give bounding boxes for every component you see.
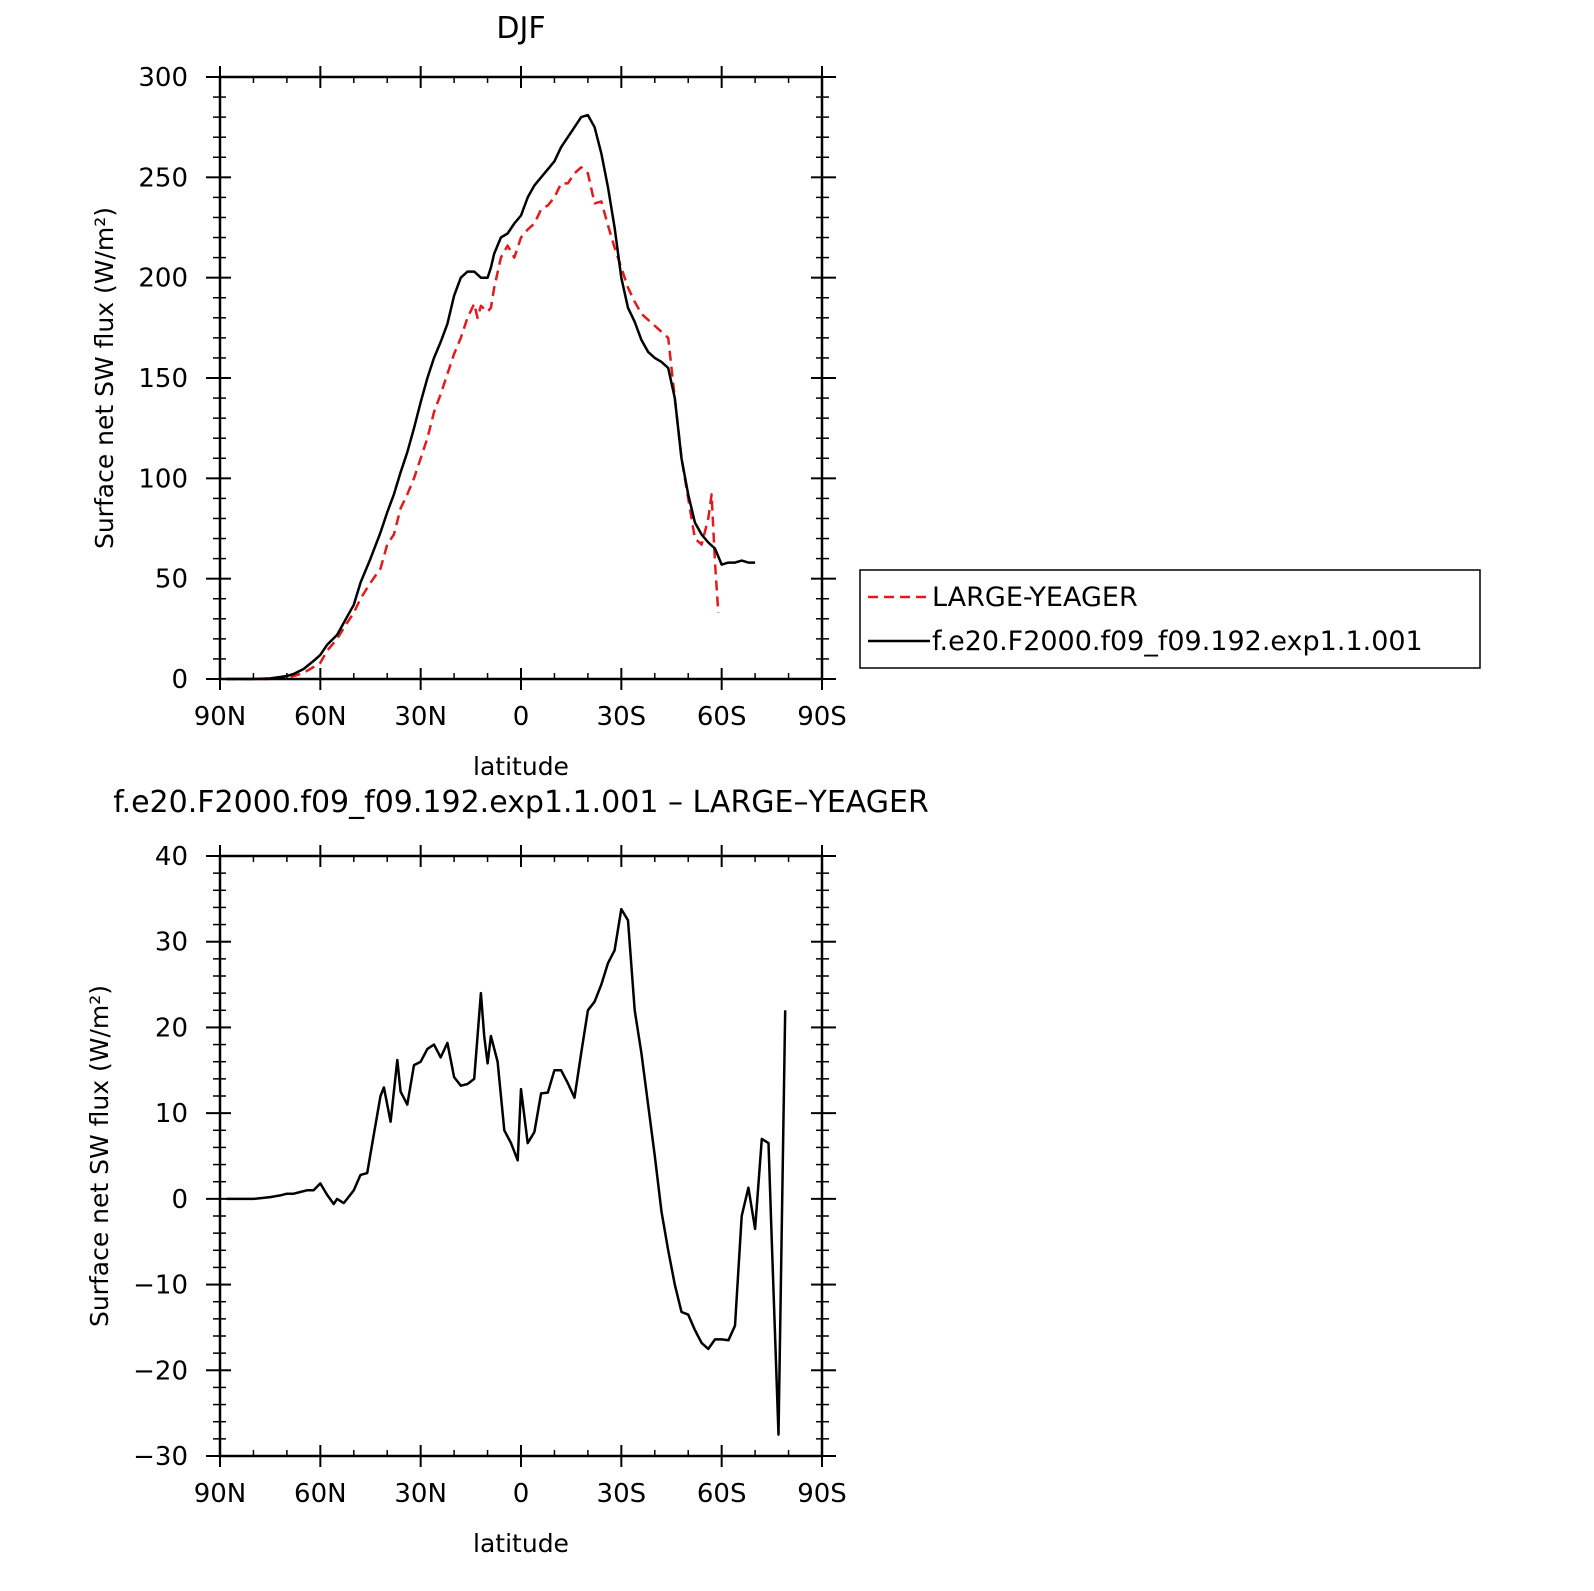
- top-x-tick-label: 60N: [294, 702, 347, 732]
- top-x-tick-label: 90S: [797, 702, 847, 732]
- top-y-tick-label: 100: [138, 464, 188, 494]
- bottom-chart-title: f.e20.F2000.f09_f09.192.exp1.1.001 – LAR…: [113, 785, 929, 820]
- bottom-x-tick-label: 60S: [697, 1479, 747, 1509]
- bottom-chart: f.e20.F2000.f09_f09.192.exp1.1.001 – LAR…: [85, 785, 929, 1558]
- bottom-y-tick-label: −10: [133, 1271, 188, 1301]
- top-chart-y-axis-label: Surface net SW flux (W/m²): [90, 207, 119, 549]
- bottom-x-tick-label: 90N: [194, 1479, 247, 1509]
- top-x-tick-label: 30N: [394, 702, 447, 732]
- bottom-y-tick-label: 10: [155, 1099, 188, 1129]
- top-x-tick-label: 30S: [597, 702, 647, 732]
- legend-label-f-e20: f.e20.F2000.f09_f09.192.exp1.1.001: [932, 626, 1423, 657]
- bottom-y-tick-label: −20: [133, 1356, 188, 1386]
- bottom-y-tick-label: 20: [155, 1013, 188, 1043]
- bottom-y-tick-label: 30: [155, 928, 188, 958]
- bottom-chart-x-axis-label: latitude: [473, 1529, 569, 1558]
- legend: LARGE-YEAGER f.e20.F2000.f09_f09.192.exp…: [859, 569, 1481, 669]
- top-x-tick-label: 0: [513, 702, 530, 732]
- top-y-tick-label: 200: [138, 264, 188, 294]
- top-chart-series-lines: [226, 113, 756, 681]
- top-y-tick-label: 50: [155, 565, 188, 595]
- bottom-chart-y-axis-label: Surface net SW flux (W/m²): [85, 985, 114, 1327]
- bottom-chart-series-lines: [226, 907, 787, 1436]
- top-chart-title: DJF: [496, 11, 545, 46]
- top-chart-ticks: [206, 66, 836, 690]
- top-chart-x-tick-labels: 90N 60N 30N 0 30S 60S 90S: [194, 702, 847, 732]
- top-series-line-1: [226, 113, 756, 681]
- bottom-x-tick-label: 90S: [797, 1479, 847, 1509]
- bottom-y-tick-label: 40: [155, 842, 188, 872]
- bottom-y-tick-label: −30: [133, 1442, 188, 1472]
- top-x-tick-label: 90N: [194, 702, 247, 732]
- bottom-x-tick-label: 30N: [394, 1479, 447, 1509]
- bottom-chart-ticks: [206, 845, 836, 1467]
- top-chart-y-tick-labels: 0 50 100 150 200 250 300: [138, 63, 188, 695]
- bottom-chart-y-tick-labels: −30 −20 −10 0 10 20 30 40: [133, 842, 188, 1472]
- top-chart-x-axis-label: latitude: [473, 752, 569, 781]
- top-series-line-0: [226, 166, 720, 681]
- top-x-tick-label: 60S: [697, 702, 747, 732]
- top-y-tick-label: 0: [171, 665, 188, 695]
- top-y-tick-label: 250: [138, 163, 188, 193]
- bottom-series-line-0: [226, 907, 787, 1436]
- legend-label-large-yeager: LARGE-YEAGER: [932, 582, 1138, 613]
- bottom-x-tick-label: 60N: [294, 1479, 347, 1509]
- legend-box: [859, 569, 1481, 669]
- top-y-tick-label: 300: [138, 63, 188, 93]
- bottom-x-tick-label: 30S: [597, 1479, 647, 1509]
- bottom-x-tick-label: 0: [513, 1479, 530, 1509]
- bottom-chart-x-tick-labels: 90N 60N 30N 0 30S 60S 90S: [194, 1479, 847, 1509]
- top-chart-plot-frame: [218, 75, 824, 681]
- top-y-tick-label: 150: [138, 364, 188, 394]
- bottom-y-tick-label: 0: [171, 1185, 188, 1215]
- bottom-chart-plot-frame: [218, 854, 824, 1458]
